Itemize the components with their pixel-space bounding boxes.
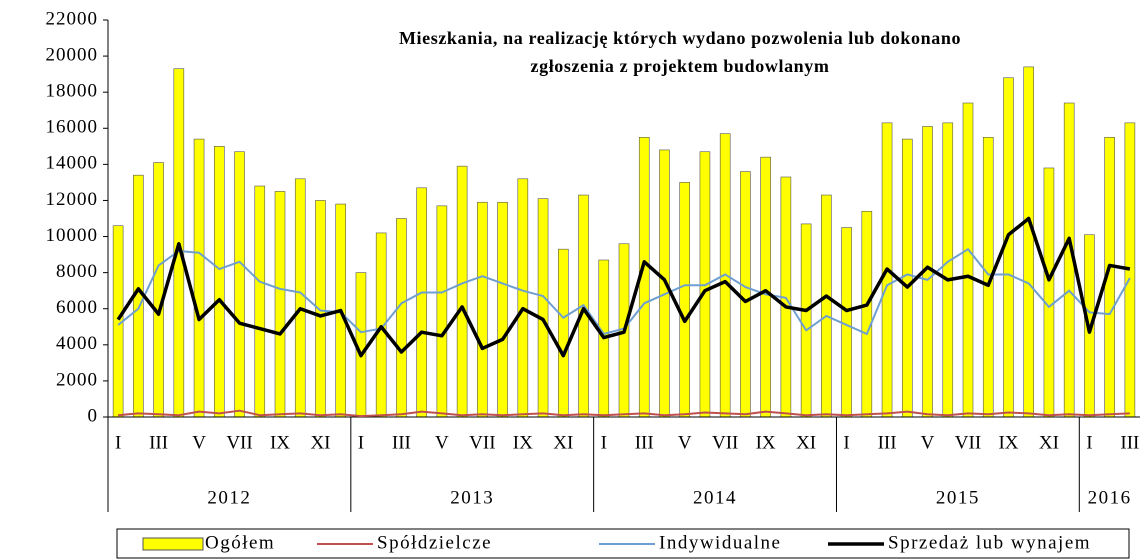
- bar: [193, 138, 205, 418]
- bar: [861, 210, 873, 418]
- y-tick-label: 14000: [46, 153, 99, 174]
- x-group-label: 2016: [1088, 487, 1132, 508]
- x-group-label: 2014: [693, 487, 737, 508]
- x-tick-label: III: [149, 432, 168, 453]
- y-tick-label: 4000: [56, 333, 98, 354]
- bar: [517, 178, 529, 418]
- x-tick-label: I: [601, 432, 607, 453]
- y-tick-label: 20000: [46, 44, 99, 65]
- bar: [537, 198, 549, 418]
- x-group-label: 2015: [936, 487, 980, 508]
- line-series: [116, 216, 1131, 358]
- bar: [962, 102, 974, 418]
- bar: [213, 146, 225, 418]
- x-tick-label: IX: [998, 432, 1018, 453]
- y-tick-label: 12000: [46, 189, 99, 210]
- bar: [841, 227, 852, 418]
- bar: [254, 185, 266, 418]
- x-tick-label: V: [192, 432, 206, 453]
- x-tick-label: I: [843, 432, 849, 453]
- bar: [901, 138, 913, 418]
- x-tick-label: XI: [1039, 432, 1059, 453]
- bar: [477, 201, 488, 418]
- bar: [234, 151, 245, 418]
- legend-label: Spółdzielcze: [377, 532, 492, 553]
- x-tick-label: VII: [955, 432, 981, 453]
- bar: [274, 191, 286, 418]
- x-tick-label: I: [358, 432, 364, 453]
- y-tick-label: 0: [88, 405, 99, 426]
- bar: [1023, 66, 1035, 418]
- bar: [760, 156, 771, 418]
- bar: [497, 201, 508, 418]
- x-tick-label: XI: [553, 432, 573, 453]
- line-series: [118, 409, 1130, 418]
- bar: [679, 182, 691, 418]
- bar: [942, 122, 954, 418]
- bar: [396, 218, 407, 418]
- x-tick-label: V: [435, 432, 449, 453]
- legend-label: Indywidualne: [659, 532, 781, 553]
- bar: [416, 187, 427, 418]
- bar: [294, 178, 306, 418]
- bar: [436, 205, 448, 418]
- bar: [456, 165, 468, 418]
- y-tick-label: 2000: [56, 369, 98, 390]
- chart-title: Mieszkania, na realizację których wydano…: [398, 28, 962, 76]
- x-group-label: 2013: [450, 487, 494, 508]
- bar: [153, 162, 164, 418]
- bar: [740, 171, 751, 418]
- x-tick-label: I: [1086, 432, 1092, 453]
- bar: [800, 223, 812, 418]
- legend-swatch: [142, 537, 204, 551]
- bar: [557, 248, 569, 418]
- x-tick-label: I: [115, 432, 121, 453]
- legend-label: Sprzedaż lub wynajem: [888, 532, 1091, 553]
- x-group-label: 2012: [207, 487, 251, 508]
- x-tick-label: III: [635, 432, 654, 453]
- x-tick-label: V: [921, 432, 935, 453]
- y-tick-label: 6000: [56, 297, 98, 318]
- x-tick-label: V: [678, 432, 692, 453]
- x-tick-label: IX: [513, 432, 533, 453]
- y-tick-label: 16000: [46, 117, 99, 138]
- x-tick-label: XI: [796, 432, 816, 453]
- y-tick-label: 10000: [46, 225, 99, 246]
- bar: [821, 194, 832, 418]
- legend-label: Ogółem: [205, 532, 275, 553]
- bar: [1043, 167, 1055, 418]
- x-tick-label: VII: [469, 432, 495, 453]
- x-tick-label: VII: [712, 432, 738, 453]
- x-tick-label: VII: [226, 432, 252, 453]
- x-tick-label: IX: [756, 432, 776, 453]
- y-tick-label: 18000: [46, 81, 99, 102]
- x-tick-label: XI: [310, 432, 330, 453]
- x-tick-label: III: [1120, 432, 1139, 453]
- x-tick-label: III: [878, 432, 897, 453]
- x-tick-label: IX: [270, 432, 290, 453]
- y-tick-label: 22000: [46, 8, 99, 29]
- y-tick-label: 8000: [56, 261, 98, 282]
- x-tick-label: III: [392, 432, 411, 453]
